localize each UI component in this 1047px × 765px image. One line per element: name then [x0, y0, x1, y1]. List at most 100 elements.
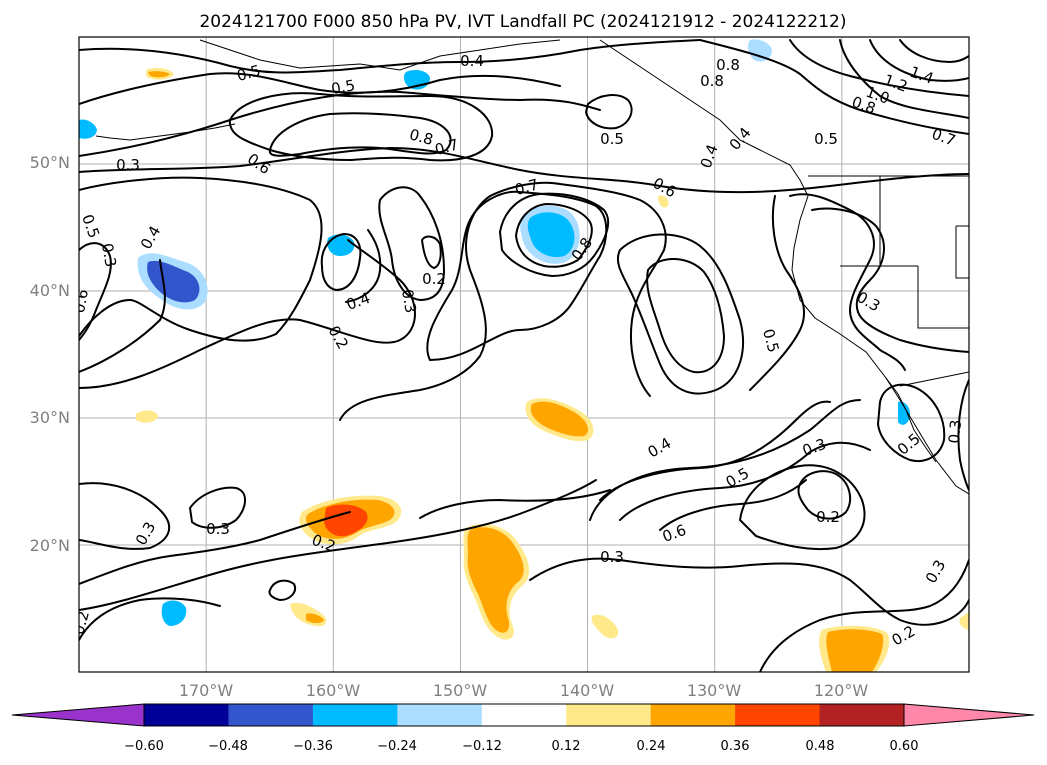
contour-line: [339, 181, 667, 421]
colorbar-extend-max: [903, 703, 1035, 727]
contour-label: 0.3: [116, 156, 140, 174]
contour-line: [421, 235, 442, 269]
shade-blue-10: [898, 401, 910, 425]
colorbar-segment: [144, 704, 229, 726]
contour-line: [79, 242, 112, 341]
contour-line: [268, 579, 296, 601]
pv-shading: [79, 39, 969, 672]
contour-line: [189, 486, 246, 529]
colorbar-tick: −0.60: [124, 739, 164, 754]
contour-line: [585, 94, 633, 130]
map-panel: 0.5 0.4 0.5 0.8 0.7 0.5 0.6 0.3 0.5 0.6 …: [70, 36, 970, 673]
contour-line: [599, 400, 831, 501]
contour-line: [79, 239, 416, 389]
shade-blue-4: [527, 212, 575, 258]
colorbar-tick: 0.24: [637, 739, 666, 754]
contour-line: [646, 257, 725, 374]
colorbar-segments: [11, 703, 1035, 727]
contour-line: [797, 470, 852, 520]
contour-line: [79, 72, 561, 105]
contour-line: [378, 186, 445, 301]
pv-contours: [79, 39, 969, 672]
contour-line: [79, 479, 597, 611]
contour-line: [789, 39, 969, 97]
shade-warm-11: [306, 613, 324, 623]
colorbar-tick: 0.48: [806, 739, 835, 754]
lon-tick-labels: 170°W 160°W 150°W 140°W 130°W 120°W: [179, 681, 869, 700]
contour-line: [529, 557, 969, 626]
colorbar: −0.60 −0.48 −0.36 −0.24 −0.12 0.12 0.24 …: [11, 703, 1035, 754]
contour-line: [79, 176, 323, 342]
colorbar-tick: 0.36: [721, 739, 750, 754]
colorbar-segment: [228, 704, 314, 726]
colorbar-segment: [312, 704, 398, 726]
coast-alaska: [199, 39, 561, 71]
contour-label: 0.5: [759, 327, 783, 355]
contour-label: 0.4: [460, 52, 484, 70]
colorbar-segment: [735, 704, 821, 726]
contour-line: [79, 511, 351, 585]
lat-tick-labels: 50°N 40°N 30°N 20°N: [30, 153, 70, 555]
contour-label: 0.7: [433, 135, 461, 159]
shade-warm-5: [324, 504, 368, 537]
contour-line: [869, 39, 969, 82]
lon-tick-170w: 170°W: [179, 681, 234, 700]
contour-line: [957, 379, 969, 491]
contour-label: 0.8: [716, 56, 740, 74]
contour-label: 0.2: [816, 508, 840, 526]
coastlines: [95, 39, 969, 495]
contour-line: [759, 559, 969, 672]
colorbar-segment: [397, 704, 483, 726]
lon-tick-130w: 130°W: [687, 681, 742, 700]
shade-warm-15: [148, 71, 170, 78]
contour-label: 0.8: [407, 125, 435, 149]
shade-warm-9: [826, 629, 884, 672]
contour-label: 0.5: [330, 76, 357, 98]
contour-line: [268, 112, 452, 157]
lat-tick-30n: 30°N: [30, 408, 70, 427]
contour-line: [79, 597, 221, 641]
colorbar-tick: 0.60: [890, 739, 919, 754]
contour-line: [811, 207, 969, 353]
contour-label: 0.8: [700, 72, 724, 90]
contour-line: [877, 383, 946, 462]
contour-line: [79, 147, 969, 194]
contour-line: [699, 39, 969, 135]
shade-blue-9: [161, 600, 187, 626]
lon-tick-150w: 150°W: [433, 681, 488, 700]
contour-label: 0.5: [814, 130, 838, 148]
contour-line: [619, 441, 871, 521]
contour-line: [899, 39, 969, 63]
coast-west-us: [791, 195, 969, 495]
contour-label: 0.3: [945, 419, 965, 444]
contour-label: 0.3: [398, 288, 420, 315]
colorbar-segment: [819, 704, 905, 726]
contour-line: [79, 39, 701, 74]
contour-line: [739, 464, 866, 551]
contour-line: [79, 482, 171, 550]
shade-warm-16: [658, 195, 669, 208]
contour-line: [515, 203, 593, 268]
map-frame: [78, 36, 970, 673]
contour-label: 0.7: [513, 175, 541, 199]
contour-label: 0.5: [235, 61, 263, 85]
contour-label: 0.6: [70, 288, 92, 315]
colorbar-ticks: −0.60 −0.48 −0.36 −0.24 −0.12 0.12 0.24 …: [124, 739, 918, 754]
contour-line: [789, 193, 906, 371]
lon-tick-140w: 140°W: [560, 681, 615, 700]
colorbar-frame: [143, 703, 905, 727]
coast-aleutians: [95, 123, 236, 141]
colorbar-tick: −0.48: [208, 739, 248, 754]
lon-tick-160w: 160°W: [306, 681, 361, 700]
shade-warm-2: [530, 401, 589, 437]
us-mexico-border: [899, 371, 969, 387]
lat-tick-20n: 20°N: [30, 536, 70, 555]
shade-warm-7: [467, 527, 524, 633]
contour-line: [749, 195, 805, 391]
colorbar-tick: −0.12: [462, 739, 502, 754]
lon-tick-120w: 120°W: [814, 681, 869, 700]
contour-line: [659, 479, 807, 531]
colorbar-tick: 0.12: [552, 739, 581, 754]
contour-line: [616, 233, 744, 395]
shade-blue-8: [747, 39, 772, 62]
